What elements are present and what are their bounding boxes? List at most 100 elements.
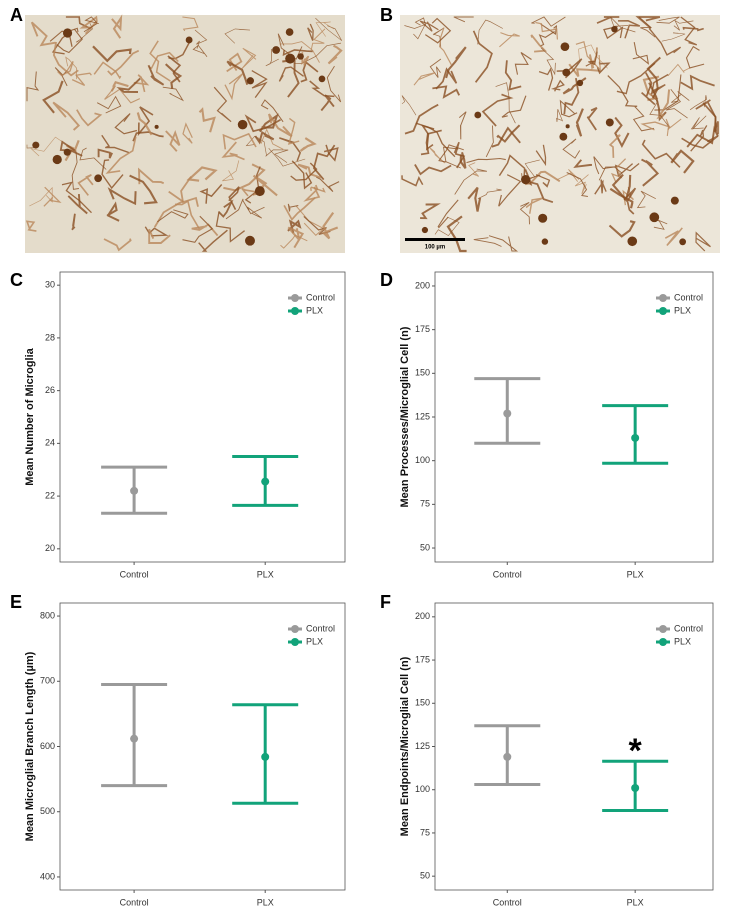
y-tick-label: 125 <box>415 411 430 421</box>
process <box>321 211 339 240</box>
process <box>435 67 458 90</box>
process <box>519 201 530 225</box>
process <box>556 169 580 182</box>
y-tick-label: 26 <box>45 385 55 395</box>
legend-key <box>291 638 299 646</box>
legend-label: PLX <box>674 636 691 646</box>
process <box>225 198 252 220</box>
process <box>111 14 123 39</box>
soma <box>670 196 679 205</box>
process <box>681 135 719 149</box>
process <box>245 135 267 156</box>
y-tick-label: 75 <box>420 827 430 837</box>
soma <box>32 141 40 149</box>
panel-label: F <box>380 592 391 612</box>
process <box>445 46 467 79</box>
x-tick-label: PLX <box>257 897 274 907</box>
legend-key <box>659 625 667 633</box>
process <box>538 31 555 47</box>
scale-bar <box>405 238 465 241</box>
y-tick-label: 800 <box>40 610 55 620</box>
legend-key <box>291 294 299 302</box>
mean-point <box>631 783 640 792</box>
process <box>30 21 56 47</box>
process <box>136 112 153 136</box>
soma <box>62 28 73 38</box>
process <box>501 95 527 118</box>
process <box>442 146 461 169</box>
legend-label: Control <box>306 292 335 302</box>
process <box>468 162 479 177</box>
process <box>107 49 140 76</box>
process <box>26 144 35 149</box>
soma <box>559 132 568 141</box>
process <box>327 44 343 65</box>
process <box>609 187 634 209</box>
process <box>137 167 165 185</box>
soma <box>285 28 294 36</box>
process <box>607 75 638 107</box>
process <box>614 162 640 178</box>
soma <box>605 118 614 127</box>
process <box>101 159 124 190</box>
panel-label: D <box>380 270 393 290</box>
process <box>641 158 660 187</box>
process <box>254 130 275 145</box>
process <box>438 144 464 163</box>
process <box>550 79 565 92</box>
process <box>598 166 623 181</box>
plot-frame <box>434 602 714 891</box>
panel-label: B <box>380 5 393 25</box>
x-tick-label: Control <box>120 569 149 579</box>
process <box>617 20 641 39</box>
plot-frame <box>434 271 714 563</box>
soma <box>318 75 326 83</box>
process <box>690 115 707 130</box>
process <box>157 209 189 223</box>
process <box>535 174 551 188</box>
process <box>670 149 695 174</box>
y-axis-title: Mean Endpoints/Microglial Cell (n) <box>399 656 411 836</box>
process <box>632 106 655 132</box>
process <box>71 213 76 231</box>
legend-label: Control <box>306 623 335 633</box>
process <box>241 47 257 70</box>
y-tick-label: 20 <box>45 543 55 553</box>
process <box>30 136 64 157</box>
x-tick-label: PLX <box>257 569 274 579</box>
process <box>287 203 299 212</box>
process <box>67 194 88 215</box>
soma <box>154 124 159 129</box>
mean-point <box>261 477 270 486</box>
process <box>682 26 704 32</box>
process <box>466 157 506 164</box>
process <box>680 16 698 46</box>
process <box>221 141 245 161</box>
y-tick-label: 700 <box>40 676 55 686</box>
legend-label: PLX <box>674 305 691 315</box>
process <box>153 190 185 228</box>
y-tick-label: 600 <box>40 741 55 751</box>
x-tick-label: Control <box>493 897 522 907</box>
process <box>656 89 671 120</box>
process <box>129 174 158 205</box>
process <box>586 106 598 131</box>
process <box>149 40 171 82</box>
process <box>309 80 335 98</box>
plot-frame <box>59 602 346 891</box>
process <box>454 168 487 195</box>
process <box>485 125 494 158</box>
process <box>594 179 607 195</box>
process <box>596 16 620 24</box>
scale-bar-label: 100 µm <box>425 245 445 251</box>
process <box>695 99 718 132</box>
soma <box>679 238 687 246</box>
process <box>414 164 452 176</box>
process <box>424 17 452 44</box>
process <box>401 95 417 116</box>
process <box>268 148 306 167</box>
process <box>608 134 621 158</box>
x-tick-label: PLX <box>627 897 644 907</box>
process <box>472 30 493 83</box>
